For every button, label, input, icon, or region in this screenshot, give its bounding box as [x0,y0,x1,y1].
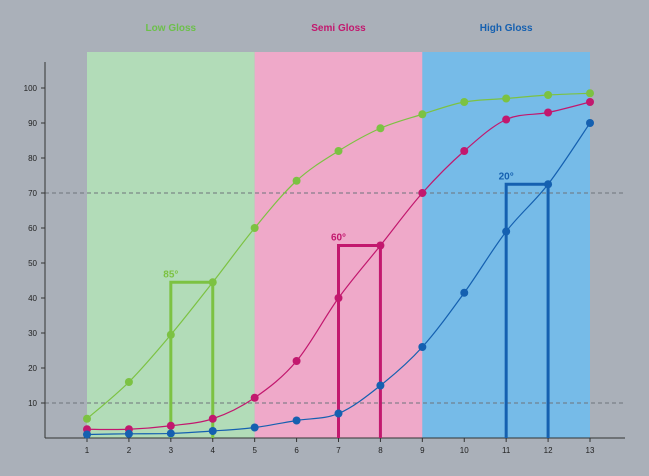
series-0-point-3 [208,278,217,287]
series-0-point-11 [544,91,553,99]
y-tick-label: 70 [28,189,37,198]
y-tick-label: 40 [28,294,37,303]
y-tick-label: 60 [28,224,37,233]
series-0-point-10 [502,94,511,103]
annotation-bracket-1 [337,244,382,438]
series-0-point-0 [83,414,91,423]
x-tick-label: 13 [586,446,595,455]
x-tick-label: 2 [127,446,132,455]
series-0-point-1 [124,378,133,386]
series-2-point-3 [208,427,217,435]
series-1-point-9 [460,147,469,155]
series-0-point-6 [334,147,343,155]
zone-label-2: High Gloss [480,23,533,34]
annotation-bracket-0 [169,280,215,438]
series-2-point-4 [250,423,259,432]
series-1-point-12 [586,98,595,106]
x-tick-label: 6 [294,446,299,455]
x-tick-label: 11 [502,446,511,455]
zone-labels: Low Gloss Semi Gloss High Gloss [146,23,533,34]
y-tick-label: 100 [24,84,38,93]
series-1-point-7 [376,241,385,250]
reference-lines [45,192,625,404]
x-tick-label: 8 [378,446,383,455]
annotation-label-1: 60° [331,233,346,244]
series-0-point-12 [586,89,595,98]
series-0-point-8 [418,110,427,119]
annotation-bracket-2 [504,182,550,438]
y-tick-label: 80 [28,154,37,163]
series-0-point-2 [166,330,175,339]
series [83,89,595,439]
angle-annotations: 85° 60° 20° [163,171,550,438]
series-0-point-4 [250,224,259,232]
series-0-point-9 [460,98,469,106]
zone-label-0: Low Gloss [146,23,197,34]
series-2-point-7 [376,381,385,390]
series-2-point-10 [502,227,511,236]
series-2-point-6 [334,409,343,418]
x-tick-label: 12 [544,446,553,455]
y-tick-label: 20 [28,364,37,373]
x-tick-label: 9 [420,446,425,455]
series-2-point-12 [586,119,595,127]
series-2-point-9 [460,288,469,297]
series-2-point-1 [124,429,133,438]
series-1-point-8 [418,189,427,197]
series-1-point-2 [166,421,175,430]
x-tick-label: 4 [211,446,216,455]
annotation-label-2: 20° [499,171,514,182]
series-0-point-5 [292,176,301,185]
y-tick-label: 10 [28,399,37,408]
x-tick-label: 5 [252,446,257,455]
series-2-point-8 [418,343,427,351]
x-tick-label: 1 [85,446,90,455]
y-tick-label: 90 [28,119,37,128]
series-1-point-4 [250,393,259,402]
zone-label-1: Semi Gloss [311,23,366,34]
y-tick-label: 50 [28,259,37,268]
x-tick-label: 3 [169,446,174,455]
series-2-point-11 [544,180,553,189]
annotation-label-0: 85° [163,269,178,280]
series-2-point-2 [166,429,175,438]
series-0-point-7 [376,124,385,133]
series-1-point-3 [208,414,217,423]
series-1-point-10 [502,115,511,124]
x-tick-label: 10 [460,446,469,455]
x-tick-label: 7 [336,446,341,455]
y-tick-label: 30 [28,329,37,338]
series-2-point-5 [292,416,301,425]
series-2-point-0 [83,430,91,439]
series-1-point-11 [544,108,553,117]
series-1-point-6 [334,294,343,302]
series-1-point-5 [292,357,301,365]
